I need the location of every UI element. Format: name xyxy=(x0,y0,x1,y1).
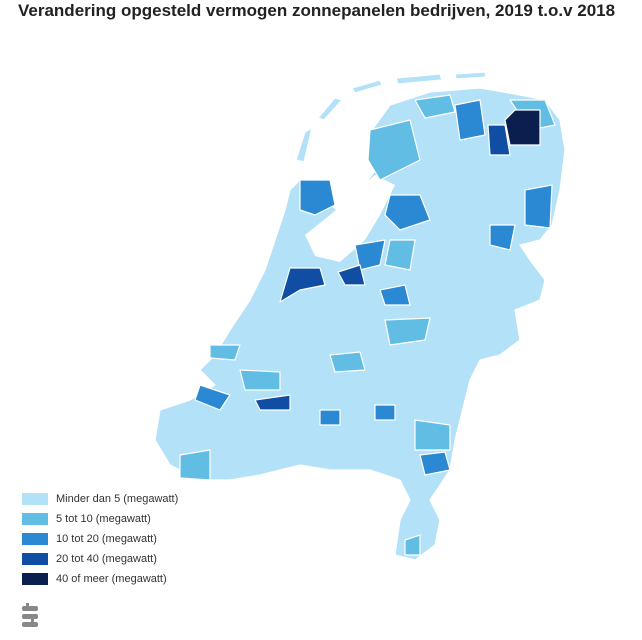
region xyxy=(239,369,281,391)
legend-swatch xyxy=(22,533,48,545)
region xyxy=(374,404,396,421)
region xyxy=(329,351,366,373)
region xyxy=(319,409,341,426)
region xyxy=(337,264,366,286)
island xyxy=(317,97,343,121)
legend-swatch xyxy=(22,493,48,505)
legend-swatch xyxy=(22,553,48,565)
region xyxy=(414,419,451,451)
region xyxy=(384,317,431,346)
legend-label: 5 tot 10 (megawatt) xyxy=(56,513,151,525)
legend-label: 20 tot 40 (megawatt) xyxy=(56,553,157,565)
region xyxy=(279,267,326,303)
water xyxy=(305,175,395,262)
region xyxy=(254,394,291,411)
region xyxy=(489,224,516,251)
legend-label: Minder dan 5 (megawatt) xyxy=(56,493,178,505)
region xyxy=(154,87,566,561)
legend: Minder dan 5 (megawatt) 5 tot 10 (megawat… xyxy=(22,493,178,585)
region xyxy=(524,184,553,229)
region xyxy=(404,534,421,556)
region xyxy=(354,239,386,271)
legend-swatch xyxy=(22,513,48,525)
region xyxy=(194,384,231,411)
island xyxy=(295,127,313,163)
island xyxy=(395,73,443,85)
island xyxy=(454,71,487,80)
region xyxy=(414,94,456,119)
legend-label: 10 tot 20 (megawatt) xyxy=(56,533,157,545)
legend-label: 40 of meer (megawatt) xyxy=(56,573,167,585)
title: Verandering opgesteld vermogen zonnepane… xyxy=(18,1,616,20)
island xyxy=(351,79,383,94)
cbs-logo xyxy=(22,603,38,627)
region xyxy=(419,451,451,476)
legend-swatch xyxy=(22,573,48,585)
region xyxy=(384,194,431,231)
region xyxy=(384,239,416,271)
region xyxy=(504,109,541,146)
netherlands-map xyxy=(154,71,566,561)
region xyxy=(379,284,411,306)
region xyxy=(299,179,336,216)
region xyxy=(454,99,486,141)
region xyxy=(367,119,421,181)
region xyxy=(209,344,241,361)
region xyxy=(487,124,511,156)
region xyxy=(179,449,211,481)
